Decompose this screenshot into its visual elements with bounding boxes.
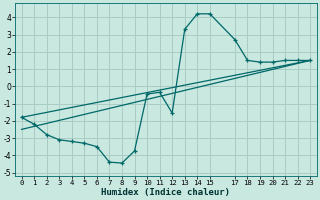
X-axis label: Humidex (Indice chaleur): Humidex (Indice chaleur)	[101, 188, 230, 197]
